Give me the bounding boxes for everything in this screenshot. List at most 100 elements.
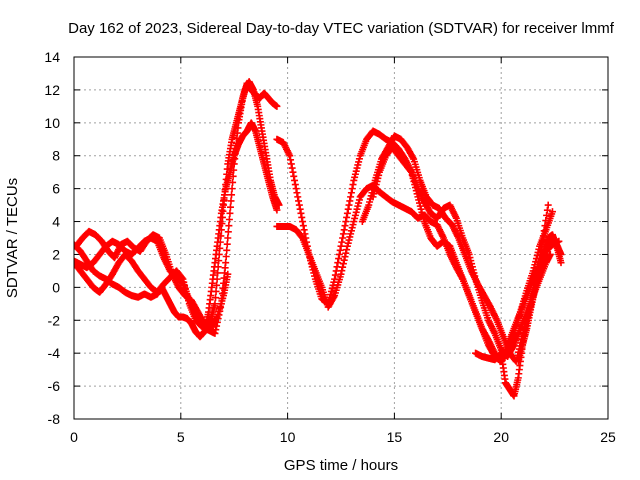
data-point-marker <box>214 269 222 277</box>
y-tick-label: -2 <box>48 312 61 328</box>
data-point-marker <box>542 217 550 225</box>
data-point-marker <box>540 227 548 235</box>
y-tick-label: 0 <box>52 279 60 295</box>
data-point-marker <box>225 222 233 230</box>
data-point-marker <box>336 246 344 254</box>
data-point-marker <box>286 152 294 160</box>
data-point-marker <box>546 250 554 258</box>
data-point-marker <box>212 326 220 334</box>
data-point-marker <box>224 228 232 236</box>
y-tick-label: -4 <box>48 345 61 361</box>
data-point-marker <box>543 211 551 219</box>
data-point-marker <box>335 250 343 258</box>
data-point-marker <box>290 172 298 180</box>
y-tick-label: -6 <box>48 378 61 394</box>
data-point-marker <box>222 259 230 267</box>
data-point-marker <box>225 215 233 223</box>
data-point-marker <box>348 185 356 193</box>
data-point-marker <box>347 193 355 201</box>
data-point-marker <box>339 234 347 242</box>
y-tick-label: 10 <box>44 115 60 131</box>
data-point-marker <box>343 209 351 217</box>
data-point-marker <box>217 232 225 240</box>
data-point-marker <box>229 172 237 180</box>
data-point-marker <box>337 242 345 250</box>
series-trace-j <box>514 231 565 365</box>
data-point-marker <box>346 197 354 205</box>
data-point-marker <box>330 293 338 301</box>
data-point-marker <box>339 230 347 238</box>
x-tick-label: 20 <box>493 429 509 445</box>
x-tick-label: 5 <box>177 429 185 445</box>
data-point-marker <box>212 294 220 302</box>
x-tick-label: 10 <box>280 429 296 445</box>
data-point-marker <box>213 275 221 283</box>
data-point-marker <box>291 176 299 184</box>
data-point-marker <box>217 226 225 234</box>
data-point-marker <box>273 206 281 214</box>
data-point-marker <box>292 185 300 193</box>
series-trace-d <box>74 227 232 332</box>
data-point-marker <box>228 185 236 193</box>
data-point-marker <box>226 203 234 211</box>
y-axis-label: SDTVAR / TECUs <box>4 178 21 298</box>
data-point-marker <box>213 281 221 289</box>
data-point-marker <box>289 168 297 176</box>
data-point-marker <box>230 166 238 174</box>
data-point-marker <box>287 160 295 168</box>
chart-title: Day 162 of 2023, Sidereal Day-to-day VTE… <box>68 20 615 37</box>
data-point-marker <box>544 201 552 209</box>
y-tick-label: 2 <box>52 246 60 262</box>
data-point-marker <box>216 244 224 252</box>
x-tick-labels: 0 5 10 15 20 25 <box>70 429 616 445</box>
data-point-marker <box>224 270 232 278</box>
data-point-marker <box>223 246 231 254</box>
data-point-marker <box>215 257 223 265</box>
x-axis-label: GPS time / hours <box>284 457 398 474</box>
data-point-marker <box>347 189 355 197</box>
data-point-marker <box>291 181 299 189</box>
data-point-marker <box>543 206 551 214</box>
data-point-marker <box>341 253 349 261</box>
data-point-marker <box>294 193 302 201</box>
data-point-marker <box>409 154 417 162</box>
data-point-marker <box>335 255 343 263</box>
data-point-marker <box>216 238 224 246</box>
data-point-marker <box>337 270 345 278</box>
y-tick-label: 8 <box>52 148 60 164</box>
data-point-marker <box>299 218 307 226</box>
data-point-marker <box>223 240 231 248</box>
data-point-marker <box>341 222 349 230</box>
data-point-marker <box>343 246 351 254</box>
data-point-marker <box>340 226 348 234</box>
y-tick-labels: -8 -6 -4 -2 0 2 4 6 8 10 12 14 <box>44 49 60 427</box>
data-point-marker <box>295 197 303 205</box>
data-point-marker <box>219 207 227 215</box>
data-point-marker <box>222 253 230 261</box>
data-point-marker <box>297 209 305 217</box>
data-point-marker <box>215 250 223 258</box>
data-point-marker <box>273 102 281 110</box>
data-point-marker <box>345 201 353 209</box>
data-point-marker <box>224 234 232 242</box>
data-point-marker <box>229 178 237 186</box>
data-point-marker <box>339 263 347 271</box>
data-point-marker <box>296 205 304 213</box>
data-point-marker <box>298 213 306 221</box>
data-point-marker <box>349 181 357 189</box>
data-point-marker <box>331 271 339 279</box>
data-point-marker <box>214 263 222 271</box>
data-point-marker <box>539 232 547 240</box>
plot-frame <box>73 56 609 420</box>
data-point-marker <box>541 222 549 230</box>
y-tick-label: 14 <box>44 49 60 65</box>
data-point-marker <box>211 329 219 337</box>
data-point-marker <box>342 249 350 257</box>
data-point-marker <box>218 213 226 221</box>
y-tick-label: -8 <box>48 411 61 427</box>
data-point-marker <box>212 287 220 295</box>
data-point-marker <box>218 220 226 228</box>
data-point-marker <box>212 314 220 322</box>
